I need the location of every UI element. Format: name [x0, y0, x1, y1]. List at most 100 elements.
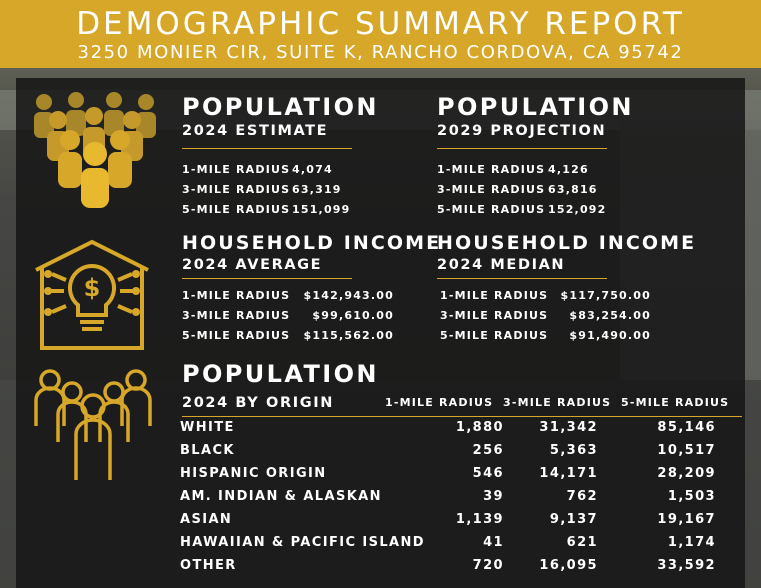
radius-label: 1-MILE RADIUS [182, 289, 291, 302]
value-1-mile: 39 [483, 489, 504, 504]
radius-row: 3-MILE RADIUS 63,816 [437, 180, 600, 200]
radius-row: 5-MILE RADIUS 151,099 [182, 200, 351, 220]
value-5-mile: 1,174 [667, 535, 716, 550]
radius-label: 1-MILE RADIUS [440, 289, 549, 302]
value-3-mile: 9,137 [549, 512, 598, 527]
radius-row: 5-MILE RADIUS 152,092 [437, 200, 607, 220]
radius-value: $99,610.00 [312, 309, 394, 322]
radius-value: $115,562.00 [303, 329, 394, 342]
radius-row: 3-MILE RADIUS $83,254.00 [440, 306, 651, 326]
income-median-rows: 1-MILE RADIUS $117,750.00 3-MILE RADIUS $8… [440, 286, 651, 346]
value-1-mile: 1,880 [455, 420, 504, 435]
radius-value: 4,074 [292, 163, 333, 176]
value-5-mile: 19,167 [657, 512, 716, 527]
radius-value: $83,254.00 [569, 309, 651, 322]
report-title: DEMOGRAPHIC SUMMARY REPORT [76, 6, 685, 42]
origin-label: HISPANIC ORIGIN [180, 466, 327, 481]
radius-label: 5-MILE RADIUS [440, 329, 549, 342]
income-median-subtitle: 2024 MEDIAN [437, 257, 566, 273]
radius-value: $91,490.00 [569, 329, 651, 342]
radius-row: 1-MILE RADIUS 4,074 [182, 160, 342, 180]
radius-value: 63,319 [292, 183, 342, 196]
value-5-mile: 33,592 [657, 558, 716, 573]
origin-row-asian: ASIAN 1,139 9,137 19,167 [180, 508, 740, 531]
value-1-mile: 256 [472, 443, 504, 458]
house-lightbulb-dollar-icon: $ [35, 239, 149, 350]
value-3-mile: 762 [566, 489, 598, 504]
radius-row: 1-MILE RADIUS 4,126 [437, 160, 600, 180]
origin-row-hawaiian: HAWAIIAN & PACIFIC ISLAND 41 621 1,174 [180, 531, 740, 554]
divider [437, 278, 607, 279]
divider [182, 278, 352, 279]
radius-label: 3-MILE RADIUS [182, 309, 291, 322]
value-1-mile: 41 [483, 535, 504, 550]
population-2029-title: POPULATION [437, 93, 634, 121]
income-median-title: HOUSEHOLD INCOME [437, 232, 697, 254]
radius-row: 5-MILE RADIUS $115,562.00 [182, 326, 394, 346]
origin-label: ASIAN [180, 512, 233, 527]
radius-row: 1-MILE RADIUS $142,943.00 [182, 286, 394, 306]
origin-row-other: OTHER 720 16,095 33,592 [180, 554, 740, 577]
origin-label: OTHER [180, 558, 237, 573]
divider [182, 148, 352, 149]
value-5-mile: 1,503 [667, 489, 716, 504]
origin-title: POPULATION [182, 360, 379, 388]
radius-row: 5-MILE RADIUS $91,490.00 [440, 326, 651, 346]
svg-text:$: $ [84, 274, 101, 302]
radius-row: 3-MILE RADIUS 63,319 [182, 180, 342, 200]
people-group-outline-icon [34, 369, 152, 480]
origin-row-black: BLACK 256 5,363 10,517 [180, 439, 740, 462]
income-average-subtitle: 2024 AVERAGE [182, 257, 323, 273]
crowd-icon [34, 92, 156, 208]
radius-value: $117,750.00 [560, 289, 651, 302]
report-header: DEMOGRAPHIC SUMMARY REPORT 3250 MONIER C… [0, 0, 761, 68]
divider [182, 416, 742, 417]
radius-label: 5-MILE RADIUS [182, 329, 291, 342]
radius-label: 5-MILE RADIUS [182, 203, 291, 216]
value-1-mile: 546 [472, 466, 504, 481]
origin-label: AM. INDIAN & ALASKAN [180, 489, 382, 504]
divider [437, 148, 607, 149]
property-address: 3250 MONIER CIR, SUITE K, RANCHO CORDOVA… [77, 42, 684, 63]
value-3-mile: 16,095 [539, 558, 598, 573]
radius-label: 3-MILE RADIUS [437, 183, 546, 196]
column-header-5-mile: 5-MILE RADIUS [621, 396, 730, 409]
origin-label: BLACK [180, 443, 235, 458]
origin-subtitle: 2024 BY ORIGIN [182, 395, 334, 411]
value-5-mile: 10,517 [657, 443, 716, 458]
income-average-title: HOUSEHOLD INCOME [182, 232, 442, 254]
value-5-mile: 85,146 [657, 420, 716, 435]
value-3-mile: 621 [566, 535, 598, 550]
population-2029-rows: 1-MILE RADIUS 4,126 3-MILE RADIUS 63,816 5… [437, 160, 607, 220]
radius-row: 1-MILE RADIUS $117,750.00 [440, 286, 651, 306]
value-5-mile: 28,209 [657, 466, 716, 481]
value-3-mile: 31,342 [539, 420, 598, 435]
population-2029-subtitle: 2029 PROJECTION [437, 123, 607, 139]
value-3-mile: 5,363 [549, 443, 598, 458]
radius-label: 5-MILE RADIUS [437, 203, 546, 216]
radius-value: 63,816 [548, 183, 598, 196]
radius-value: $142,943.00 [303, 289, 394, 302]
radius-value: 151,099 [292, 203, 351, 216]
value-1-mile: 1,139 [455, 512, 504, 527]
summary-panel [16, 78, 745, 588]
origin-row-hispanic: HISPANIC ORIGIN 546 14,171 28,209 [180, 462, 740, 485]
radius-label: 3-MILE RADIUS [182, 183, 291, 196]
value-3-mile: 14,171 [539, 466, 598, 481]
radius-label: 3-MILE RADIUS [440, 309, 549, 322]
column-header-1-mile: 1-MILE RADIUS [385, 396, 494, 409]
radius-label: 1-MILE RADIUS [437, 163, 546, 176]
population-2024-title: POPULATION [182, 93, 379, 121]
population-2024-subtitle: 2024 ESTIMATE [182, 123, 329, 139]
population-2024-rows: 1-MILE RADIUS 4,074 3-MILE RADIUS 63,319 5… [182, 160, 351, 220]
origin-row-white: WHITE 1,880 31,342 85,146 [180, 416, 740, 439]
radius-value: 4,126 [548, 163, 589, 176]
radius-value: 152,092 [548, 203, 607, 216]
origin-label: WHITE [180, 420, 235, 435]
column-header-3-mile: 3-MILE RADIUS [503, 396, 612, 409]
origin-label: HAWAIIAN & PACIFIC ISLAND [180, 535, 425, 550]
radius-row: 3-MILE RADIUS $99,610.00 [182, 306, 394, 326]
income-average-rows: 1-MILE RADIUS $142,943.00 3-MILE RADIUS $9… [182, 286, 394, 346]
origin-row-am-indian: AM. INDIAN & ALASKAN 39 762 1,503 [180, 485, 740, 508]
value-1-mile: 720 [472, 558, 504, 573]
